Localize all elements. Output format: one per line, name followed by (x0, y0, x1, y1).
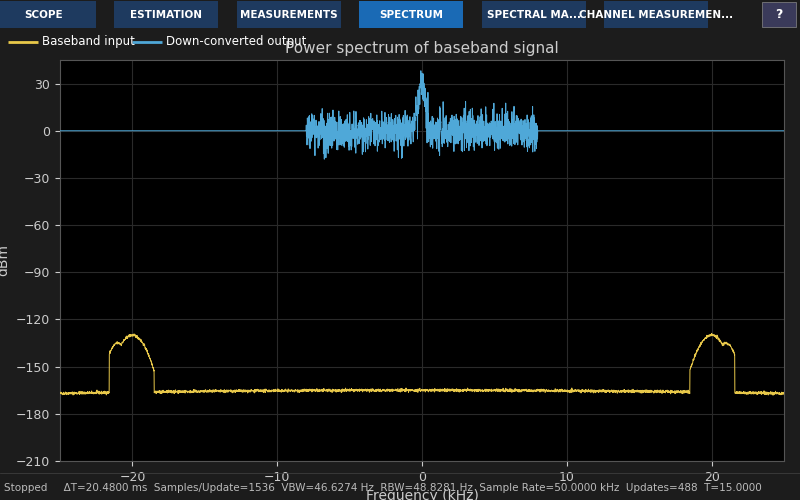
Text: ?: ? (775, 8, 783, 21)
Text: Down-converted output: Down-converted output (166, 36, 306, 49)
Title: Power spectrum of baseband signal: Power spectrum of baseband signal (285, 41, 559, 56)
Text: Stopped     ΔT=20.4800 ms  Samples/Update=1536  VBW=46.6274 Hz  RBW=48.8281 Hz  : Stopped ΔT=20.4800 ms Samples/Update=153… (4, 483, 762, 493)
Text: MEASUREMENTS: MEASUREMENTS (240, 10, 338, 20)
FancyBboxPatch shape (604, 2, 708, 28)
Y-axis label: dBm: dBm (0, 244, 10, 276)
FancyBboxPatch shape (237, 2, 341, 28)
Text: SPECTRUM: SPECTRUM (379, 10, 443, 20)
Text: ESTIMATION: ESTIMATION (130, 10, 202, 20)
X-axis label: Frequency (kHz): Frequency (kHz) (366, 490, 478, 500)
FancyBboxPatch shape (114, 2, 218, 28)
Text: Baseband input: Baseband input (42, 36, 135, 49)
FancyBboxPatch shape (482, 2, 586, 28)
Text: SCOPE: SCOPE (25, 10, 63, 20)
FancyBboxPatch shape (762, 2, 796, 26)
FancyBboxPatch shape (0, 2, 96, 28)
Text: SPECTRAL MA...: SPECTRAL MA... (486, 10, 581, 20)
Text: CHANNEL MEASUREMEN...: CHANNEL MEASUREMEN... (579, 10, 733, 20)
FancyBboxPatch shape (359, 2, 463, 28)
